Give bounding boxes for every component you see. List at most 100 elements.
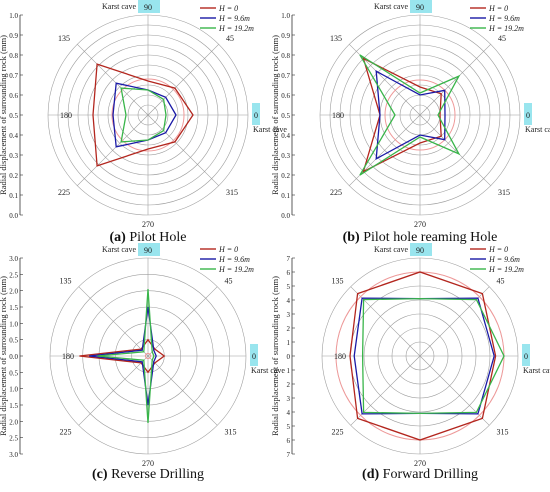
angle-label-135: 135	[330, 34, 342, 43]
radial-axis-title: Radial displacement of surrounding rock …	[270, 35, 280, 195]
legend-label: H = 19.2m	[488, 265, 524, 274]
radial-tick-label: 5	[287, 283, 291, 291]
radial-tick-label: 0.5	[9, 369, 18, 377]
panel-caption: (a) Pilot Hole	[110, 230, 187, 245]
panel-c: 90 45 0 315 270 225 180 135 Karst cave Karst cave…	[0, 243, 285, 482]
legend-label: H = 0	[488, 4, 508, 13]
reference-circle	[384, 79, 456, 151]
series-h19-2m-line	[359, 54, 461, 176]
radial-tick-label: 0.5	[9, 112, 18, 120]
radial-tick-label: 1	[287, 367, 291, 375]
radial-tick-label: 0.1	[281, 192, 290, 200]
karst-cave-label-top: Karst cave	[374, 245, 408, 254]
angle-label-315: 315	[497, 428, 509, 437]
angle-label-315: 315	[498, 188, 510, 197]
angle-label-90: 90	[144, 246, 152, 255]
radial-tick-label: 3	[287, 311, 291, 319]
radial-tick-label: 1.0	[281, 12, 290, 20]
angle-label-270: 270	[414, 459, 426, 468]
radial-tick-label: 2	[287, 381, 291, 389]
radial-tick-label: 3.0	[9, 451, 18, 459]
radial-axis-title: Radial displacement of surrounding rock …	[0, 276, 8, 436]
grid-spoke	[77, 114, 149, 186]
karst-cave-label-right: Karst cave	[253, 125, 287, 134]
angle-label-180: 180	[62, 352, 74, 361]
angle-label-90: 90	[416, 3, 424, 12]
radial-axis-title: Radial displacement of surrounding rock …	[0, 35, 8, 195]
karst-cave-label-right: Karst cave	[525, 125, 550, 134]
legend-label: H = 19.2m	[218, 265, 254, 274]
panel-a: 90 45 0 315 270 225 180 135 Karst cave Karst cave…	[0, 0, 287, 245]
karst-cave-label-top: Karst cave	[374, 2, 408, 11]
radial-tick-label: 2.5	[9, 271, 18, 279]
angle-label-270: 270	[414, 220, 426, 229]
radial-tick-label: 5	[287, 423, 291, 431]
angle-label-135: 135	[58, 34, 70, 43]
radial-tick-label: 0.7	[9, 72, 18, 80]
grid-spoke	[78, 286, 149, 357]
radial-tick-label: 0.9	[9, 32, 18, 40]
angle-label-90: 90	[416, 246, 424, 255]
angle-label-45: 45	[226, 34, 234, 43]
caption-text: Forward Drilling	[379, 467, 478, 482]
radial-tick-label: 2.0	[9, 418, 18, 426]
radial-tick-label: 0.8	[281, 52, 290, 60]
angle-label-270: 270	[142, 459, 154, 468]
karst-highlight-right	[522, 344, 530, 366]
radial-tick-label: 3.0	[9, 255, 18, 263]
grid-spoke	[77, 44, 149, 116]
series-h9-6m-line	[375, 70, 446, 160]
radial-tick-label: 0.5	[281, 112, 290, 120]
radial-tick-label: 1.0	[9, 12, 18, 20]
radial-tick-label: 1.0	[9, 320, 18, 328]
radial-tick-label: 1.5	[9, 304, 18, 312]
radial-tick-label: 1.5	[9, 402, 18, 410]
angle-label-135: 135	[331, 276, 343, 285]
radial-tick-label: 0.7	[281, 72, 290, 80]
radial-tick-label: 3	[287, 395, 291, 403]
radial-tick-label: 0	[287, 353, 291, 361]
grid-spoke	[419, 286, 490, 357]
radial-tick-label: 0.6	[281, 92, 290, 100]
angle-label-0: 0	[524, 352, 528, 361]
radial-tick-label: 0.1	[9, 192, 18, 200]
karst-cave-label-top: Karst cave	[102, 2, 136, 11]
angle-label-0: 0	[526, 111, 530, 120]
grid-spoke	[147, 44, 219, 116]
grid-spoke	[147, 114, 219, 186]
caption-letter: (c)	[92, 467, 108, 482]
angle-label-225: 225	[58, 188, 70, 197]
caption-text: Pilot hole reaming Hole	[360, 230, 498, 245]
series-h9-6m-line	[353, 297, 495, 415]
reference-circle	[111, 78, 185, 152]
radial-tick-label: 7	[287, 451, 291, 459]
series-h9-6m-line	[89, 306, 157, 406]
radial-tick-label: 4	[287, 297, 291, 305]
angle-label-270: 270	[142, 220, 154, 229]
radial-tick-label: 0.2	[281, 172, 290, 180]
series-h9-6m-line	[112, 82, 177, 148]
angle-label-225: 225	[331, 428, 343, 437]
angle-label-90: 90	[144, 3, 152, 12]
radial-tick-label: 4	[287, 409, 291, 417]
caption-letter: (d)	[362, 467, 379, 482]
radial-tick-label: 0.0	[9, 353, 18, 361]
panel-caption: (b) Pilot hole reaming Hole	[343, 230, 498, 245]
angle-label-180: 180	[60, 111, 72, 120]
radial-tick-label: 2	[287, 325, 291, 333]
grid-spoke	[419, 44, 491, 116]
radial-tick-label: 1	[287, 339, 291, 347]
panel-caption: (c) Reverse Drilling	[92, 467, 204, 482]
radial-tick-label: 6	[287, 437, 291, 445]
angle-label-225: 225	[59, 428, 71, 437]
series-h0-line	[92, 63, 194, 167]
karst-cave-label-right: Karst cave	[251, 366, 285, 375]
radial-tick-label: 0.6	[9, 92, 18, 100]
grid-spoke	[147, 286, 218, 357]
legend-label: H = 9.6m	[218, 14, 250, 23]
angle-label-225: 225	[330, 188, 342, 197]
radial-axis-title: Radial displacement of surrounding rock …	[270, 276, 280, 436]
karst-highlight-top	[138, 243, 160, 256]
